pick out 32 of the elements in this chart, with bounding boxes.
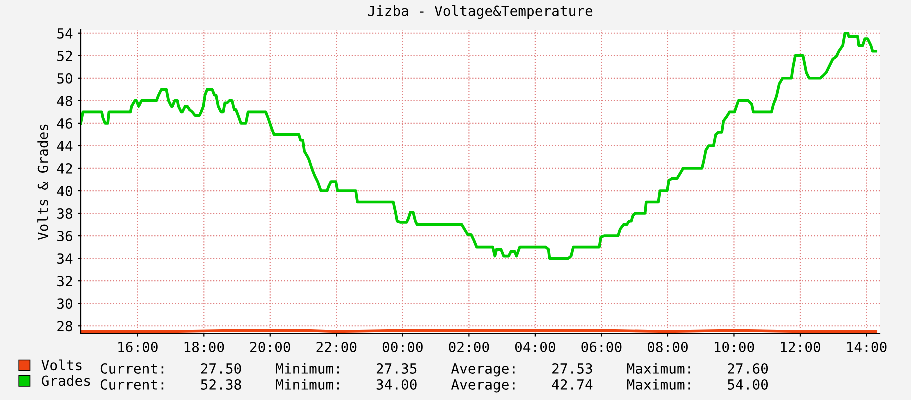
x-tick-label: 00:00 (382, 342, 423, 352)
y-tick-label: 52 (58, 50, 72, 62)
y-tick-label: 40 (57, 186, 72, 197)
x-tick-label: 04:00 (515, 342, 556, 352)
y-axis-title: Volts & Grades (38, 124, 48, 240)
y-tick-label: 32 (58, 276, 72, 287)
chart-title: Jizba - Voltage&Temperature (368, 5, 593, 20)
y-tick-label: 48 (57, 96, 72, 106)
y-tick-label: 34 (58, 254, 73, 264)
y-tick-label: 38 (58, 208, 72, 220)
x-tick-label: 20:00 (250, 342, 290, 352)
legend-label: Volts (42, 360, 82, 371)
y-tick-label: 46 (57, 118, 72, 129)
y-tick-label: 36 (58, 231, 72, 242)
x-tick-label: 18:00 (184, 342, 224, 352)
legend-label: Grades (42, 375, 90, 386)
y-tick-label: 28 (58, 321, 72, 332)
y-tick-label: 44 (57, 141, 73, 152)
y-tick-label: 54 (58, 28, 73, 39)
text: Current: 52.38 Minimum: 34.00 Average: 42.74 Maximum: 54.00 (100, 379, 768, 393)
x-tick-label: 22:00 (316, 342, 357, 352)
x-tick-label: 12:00 (781, 342, 820, 352)
y-tick-label: 50 (58, 73, 72, 84)
x-tick-label: 02:00 (449, 342, 490, 352)
text: Current: 27.50 Minimum: 27.35 Average: 27.53 Maximum: 27.60 (100, 363, 768, 377)
x-tick-label: 08:00 (648, 342, 688, 352)
y-tick-label: 42 (57, 163, 72, 174)
x-tick-label: 06:00 (582, 342, 622, 352)
y-tick-label: 30 (58, 298, 72, 310)
x-tick-label: 14:00 (848, 342, 887, 352)
x-tick-label: 16:00 (118, 342, 158, 352)
x-tick-label: 10:00 (714, 342, 754, 352)
